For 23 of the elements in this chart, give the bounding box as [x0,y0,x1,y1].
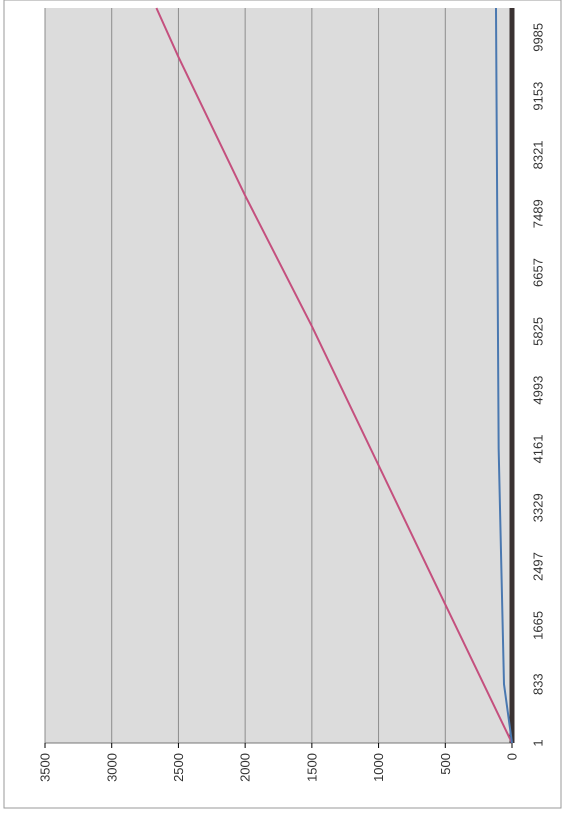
x-tick-label: 2000 [238,753,253,782]
y-tick-label: 7489 [530,199,546,228]
y-tick-label: 9153 [530,82,546,111]
y-tick-label: 833 [530,673,546,696]
x-tick-label: 1000 [371,753,386,782]
y-tick-label: 1 [530,739,546,747]
y-tick-label: 4161 [530,434,546,464]
x-tick-label: 2500 [170,753,186,782]
y-tick-label: 6657 [530,258,546,288]
x-tick-label: 0 [504,753,520,760]
line-series [155,7,513,744]
y-tick-label: 8321 [530,140,546,170]
x-tick-label: 3000 [104,753,120,782]
y-tick-label: 5825 [530,316,546,346]
line-series [494,7,513,744]
x-tick-label: 1500 [304,753,320,782]
y-tick-label: 3329 [530,493,546,522]
y-tick-label: 1665 [530,610,546,640]
y-tick-label: 2497 [530,552,546,582]
y-tick-label: 9985 [530,22,546,52]
x-tick-label: 3500 [38,753,53,782]
y-tick-label: 4993 [530,376,546,405]
x-tick-label: 500 [438,753,453,775]
